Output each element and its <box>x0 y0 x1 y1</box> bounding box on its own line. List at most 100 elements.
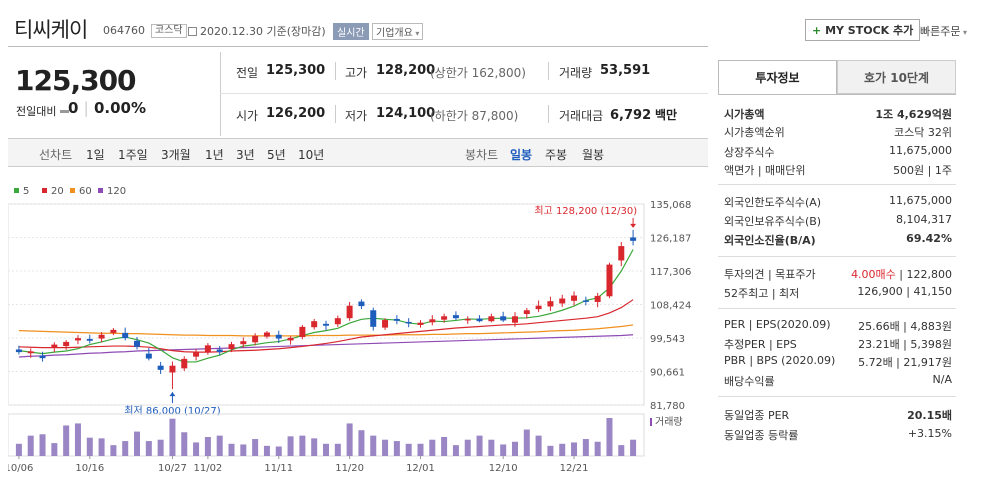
y-tick-label: 99,543 <box>650 334 685 345</box>
candle-body <box>240 341 247 345</box>
y-tick-label: 126,187 <box>650 234 691 245</box>
volume-bar <box>15 443 22 456</box>
shares-row: 상장주식수 11,675,000 <box>724 144 952 159</box>
mystock-add-button[interactable]: + MY STOCK 추가 <box>805 19 921 41</box>
x-tick-label: 11/20 <box>335 463 364 474</box>
calendar-icon <box>188 27 197 36</box>
face-value: 500원 | 1주 <box>893 164 952 177</box>
opinion-row: 투자의견 | 목표주가 4.00매수 | 122,800 <box>724 266 952 281</box>
moving-average-ma5 <box>18 249 634 363</box>
volume-bar <box>476 435 483 456</box>
volume-bar <box>204 437 211 456</box>
est-per-value: 23.21배 | 5,398원 <box>858 338 952 351</box>
volume-bar <box>334 443 341 456</box>
volume-bar <box>559 443 566 456</box>
prev-close-value: 125,300 <box>266 63 326 78</box>
change-label: 전일대비 <box>16 103 69 119</box>
mcap-rank-row[interactable]: 시가총액순위 코스닥 32위 <box>724 124 952 139</box>
period-tab-1w[interactable]: 1주일 <box>118 148 148 162</box>
volume-bar <box>618 445 625 456</box>
candle-body <box>39 355 46 359</box>
period-tab-10y[interactable]: 10년 <box>298 148 325 162</box>
legend-label: 60 <box>79 186 92 197</box>
tab-underline <box>718 94 956 95</box>
foreign-hold-row: 외국인보유주식수(B) 8,104,317 <box>724 213 952 228</box>
candle-body <box>169 365 176 373</box>
candle-body <box>535 305 542 310</box>
volume-bar <box>511 441 518 456</box>
x-tick-label: 12/10 <box>489 463 518 474</box>
quick-order-dropdown[interactable]: 빠른주문 ▾ <box>920 23 967 39</box>
candle-body <box>323 323 329 326</box>
invest-info-panel: 투자정보 호가 10단계 시가총액 1조 4,629억원 시가총액순위 코스닥 32… <box>718 60 956 450</box>
moving-average-ma60 <box>18 324 634 337</box>
candle-body <box>51 344 58 348</box>
dividend-label: 배당수익률 <box>724 375 775 388</box>
header-divider <box>8 46 708 47</box>
high-value: 128,200 <box>376 63 436 78</box>
volume-bar <box>134 431 141 456</box>
period-tab-1y[interactable]: 1년 <box>205 148 224 162</box>
candle-body <box>464 318 471 321</box>
volume-bar <box>606 418 613 456</box>
mcap-rank-label: 시가총액순위 <box>724 126 785 139</box>
chevron-down-icon: ▾ <box>960 28 968 37</box>
candle-body <box>630 237 637 241</box>
candle-tab-daily[interactable]: 일봉 <box>510 148 533 162</box>
volume-bar <box>571 442 578 456</box>
candle-body <box>122 332 129 339</box>
market-badge: 코스닥 <box>151 24 187 38</box>
period-tab-3m[interactable]: 3개월 <box>161 148 191 162</box>
volume-bar <box>370 435 377 456</box>
candle-tab-weekly[interactable]: 주봉 <box>545 148 568 162</box>
volume-bar <box>193 442 200 456</box>
volume-bar <box>452 445 459 456</box>
info-divider <box>718 396 956 397</box>
sector-rate-value: +3.15% <box>907 427 952 440</box>
moving-average-ma120 <box>18 334 634 358</box>
candle-body <box>145 353 152 359</box>
open-label: 시가 <box>236 109 259 123</box>
volume-bar <box>500 444 507 456</box>
volume-bar <box>181 432 188 456</box>
candle-body <box>500 316 507 321</box>
pbr-value: 5.72배 | 21,917원 <box>858 356 952 369</box>
volume-label: 거래량 <box>655 416 683 428</box>
x-tick-label: 10/06 <box>8 463 33 474</box>
tab-hoga[interactable]: 호가 10단계 <box>837 60 956 94</box>
mcap-label: 시가총액 <box>724 108 765 121</box>
foreign-ratio-label: 외국인소진율(B/A) <box>724 234 816 247</box>
face-label: 액면가 | 매매단위 <box>724 164 806 177</box>
legend-swatch <box>70 188 75 193</box>
corp-info-dropdown[interactable]: 기업개요 ▾ <box>372 23 424 40</box>
foreign-hold-label: 외국인보유주식수(B) <box>724 215 822 228</box>
volume-bar <box>299 435 306 456</box>
x-tick-label: 10/16 <box>75 463 104 474</box>
y-tick-label: 117,306 <box>650 267 691 278</box>
candle-body <box>405 321 412 324</box>
period-tab-3y[interactable]: 3년 <box>236 148 255 162</box>
candle-body <box>370 310 377 327</box>
candlestick-chart[interactable]: 5 20 60 120 135,068 126,187 117,306 108,424 99,5… <box>8 182 708 482</box>
candle-body <box>134 340 141 347</box>
sector-per-row[interactable]: 동일업종 PER 20.15배 <box>724 407 952 422</box>
date-info: 2020.12.30 기준(장마감) <box>188 23 326 39</box>
volume-bar <box>429 439 436 456</box>
candle-tab-monthly[interactable]: 월봉 <box>582 148 605 162</box>
candle-chart-title: 봉차트 <box>465 148 499 162</box>
amount-unit: 백만 <box>654 108 678 122</box>
tab-invest-info[interactable]: 투자정보 <box>718 60 837 94</box>
candle-body <box>417 322 424 325</box>
low-value: 124,100 <box>376 106 436 121</box>
max-arrow-head <box>630 223 637 228</box>
candle-body <box>157 365 164 370</box>
volume-bar <box>630 439 637 456</box>
volume-bar <box>228 443 235 456</box>
change-value: 0 | 0.00% <box>68 99 146 117</box>
volume-bar <box>582 439 589 456</box>
sector-rate-row[interactable]: 동일업종 등락률 +3.15% <box>724 427 952 442</box>
realtime-button[interactable]: 실시간 <box>333 23 369 40</box>
period-tab-1d[interactable]: 1일 <box>86 148 105 162</box>
min-arrow-head <box>169 392 176 397</box>
period-tab-5y[interactable]: 5년 <box>267 148 286 162</box>
